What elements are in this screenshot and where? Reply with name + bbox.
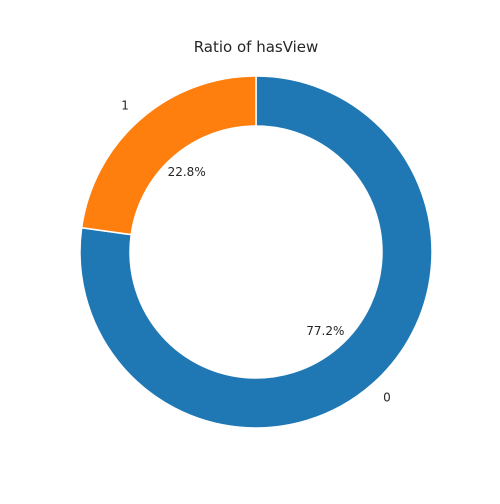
percent-label-1: 22.8% <box>168 165 206 179</box>
percent-label-0: 77.2% <box>306 324 344 338</box>
slices-group <box>79 75 433 429</box>
category-label-0: 0 <box>383 391 391 405</box>
slice-1 <box>80 75 257 236</box>
slice-0 <box>79 75 433 429</box>
chart-title: Ratio of hasView <box>194 38 319 56</box>
labels-group: 0 77.2% 1 22.8% <box>121 98 391 404</box>
category-label-1: 1 <box>121 98 129 112</box>
